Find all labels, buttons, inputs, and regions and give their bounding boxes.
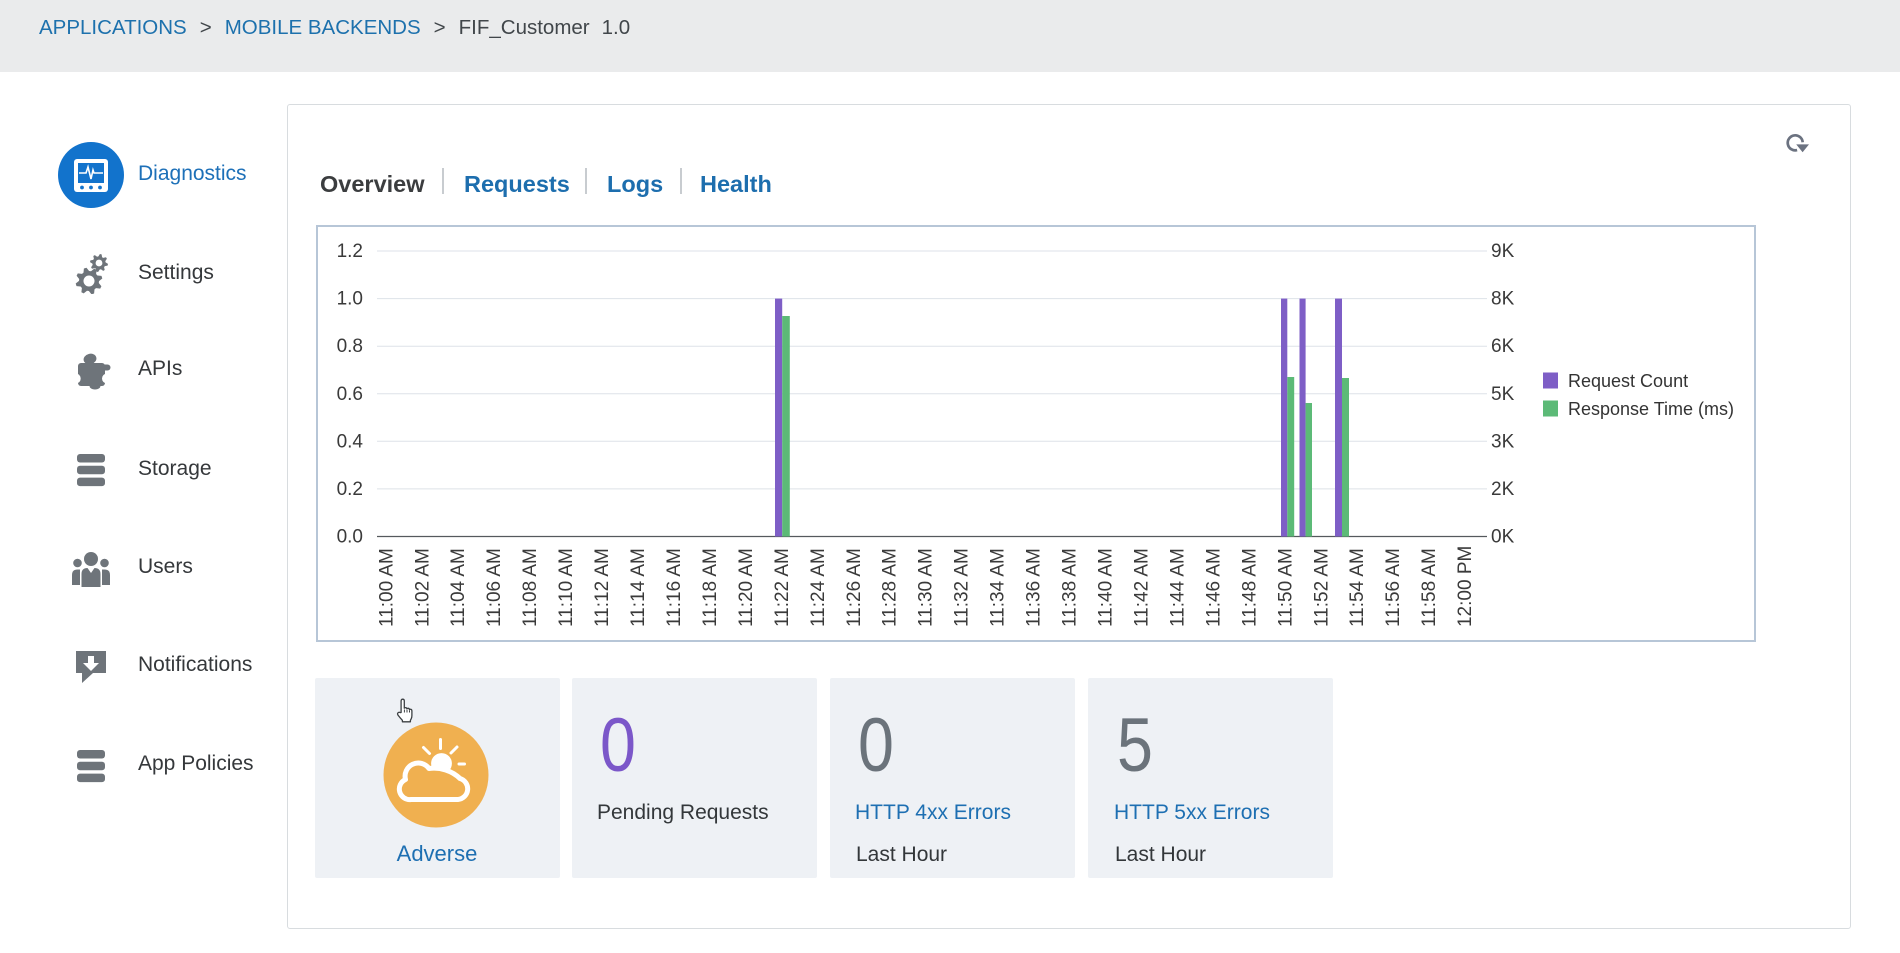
svg-text:0.8: 0.8 <box>337 336 363 357</box>
svg-text:11:52 AM: 11:52 AM <box>1311 548 1332 627</box>
svg-text:11:18 AM: 11:18 AM <box>700 548 721 627</box>
svg-text:11:32 AM: 11:32 AM <box>952 548 973 627</box>
svg-text:11:22 AM: 11:22 AM <box>772 548 793 627</box>
svg-text:11:56 AM: 11:56 AM <box>1383 548 1404 627</box>
svg-text:11:36 AM: 11:36 AM <box>1024 548 1045 627</box>
svg-text:11:42 AM: 11:42 AM <box>1132 548 1153 627</box>
svg-text:11:38 AM: 11:38 AM <box>1060 548 1081 627</box>
svg-text:11:16 AM: 11:16 AM <box>664 548 685 627</box>
svg-text:11:02 AM: 11:02 AM <box>412 548 433 627</box>
svg-text:1.2: 1.2 <box>337 241 363 262</box>
svg-text:9K: 9K <box>1491 241 1515 262</box>
svg-text:11:24 AM: 11:24 AM <box>808 548 829 627</box>
svg-text:11:58 AM: 11:58 AM <box>1419 548 1440 627</box>
svg-text:11:26 AM: 11:26 AM <box>844 548 865 627</box>
svg-text:11:00 AM: 11:00 AM <box>376 548 397 627</box>
svg-text:12:00 PM: 12:00 PM <box>1455 546 1476 627</box>
svg-text:11:10 AM: 11:10 AM <box>556 548 577 627</box>
svg-text:11:34 AM: 11:34 AM <box>988 548 1009 627</box>
svg-text:1.0: 1.0 <box>337 289 363 310</box>
svg-text:8K: 8K <box>1491 289 1515 310</box>
svg-text:6K: 6K <box>1491 336 1515 357</box>
svg-text:11:28 AM: 11:28 AM <box>880 548 901 627</box>
svg-text:5K: 5K <box>1491 384 1515 405</box>
svg-text:11:30 AM: 11:30 AM <box>916 548 937 627</box>
svg-text:0.4: 0.4 <box>337 431 364 452</box>
svg-text:11:12 AM: 11:12 AM <box>592 548 613 627</box>
svg-text:11:50 AM: 11:50 AM <box>1275 548 1296 627</box>
svg-text:Response Time (ms): Response Time (ms) <box>1568 399 1734 419</box>
svg-text:11:40 AM: 11:40 AM <box>1096 548 1117 627</box>
svg-text:0.0: 0.0 <box>337 527 363 548</box>
svg-text:11:20 AM: 11:20 AM <box>736 548 757 627</box>
svg-text:Request Count: Request Count <box>1568 371 1688 391</box>
svg-text:11:48 AM: 11:48 AM <box>1239 548 1260 627</box>
svg-text:11:54 AM: 11:54 AM <box>1347 548 1368 627</box>
svg-text:11:14 AM: 11:14 AM <box>628 548 649 627</box>
svg-text:11:04 AM: 11:04 AM <box>448 548 469 627</box>
svg-text:3K: 3K <box>1491 431 1515 452</box>
svg-text:0.2: 0.2 <box>337 479 363 500</box>
svg-text:0.6: 0.6 <box>337 384 363 405</box>
svg-text:11:08 AM: 11:08 AM <box>520 548 541 627</box>
svg-text:0K: 0K <box>1491 527 1515 548</box>
svg-text:11:06 AM: 11:06 AM <box>484 548 505 627</box>
svg-text:11:46 AM: 11:46 AM <box>1203 548 1224 627</box>
svg-text:2K: 2K <box>1491 479 1515 500</box>
svg-text:11:44 AM: 11:44 AM <box>1167 548 1188 627</box>
